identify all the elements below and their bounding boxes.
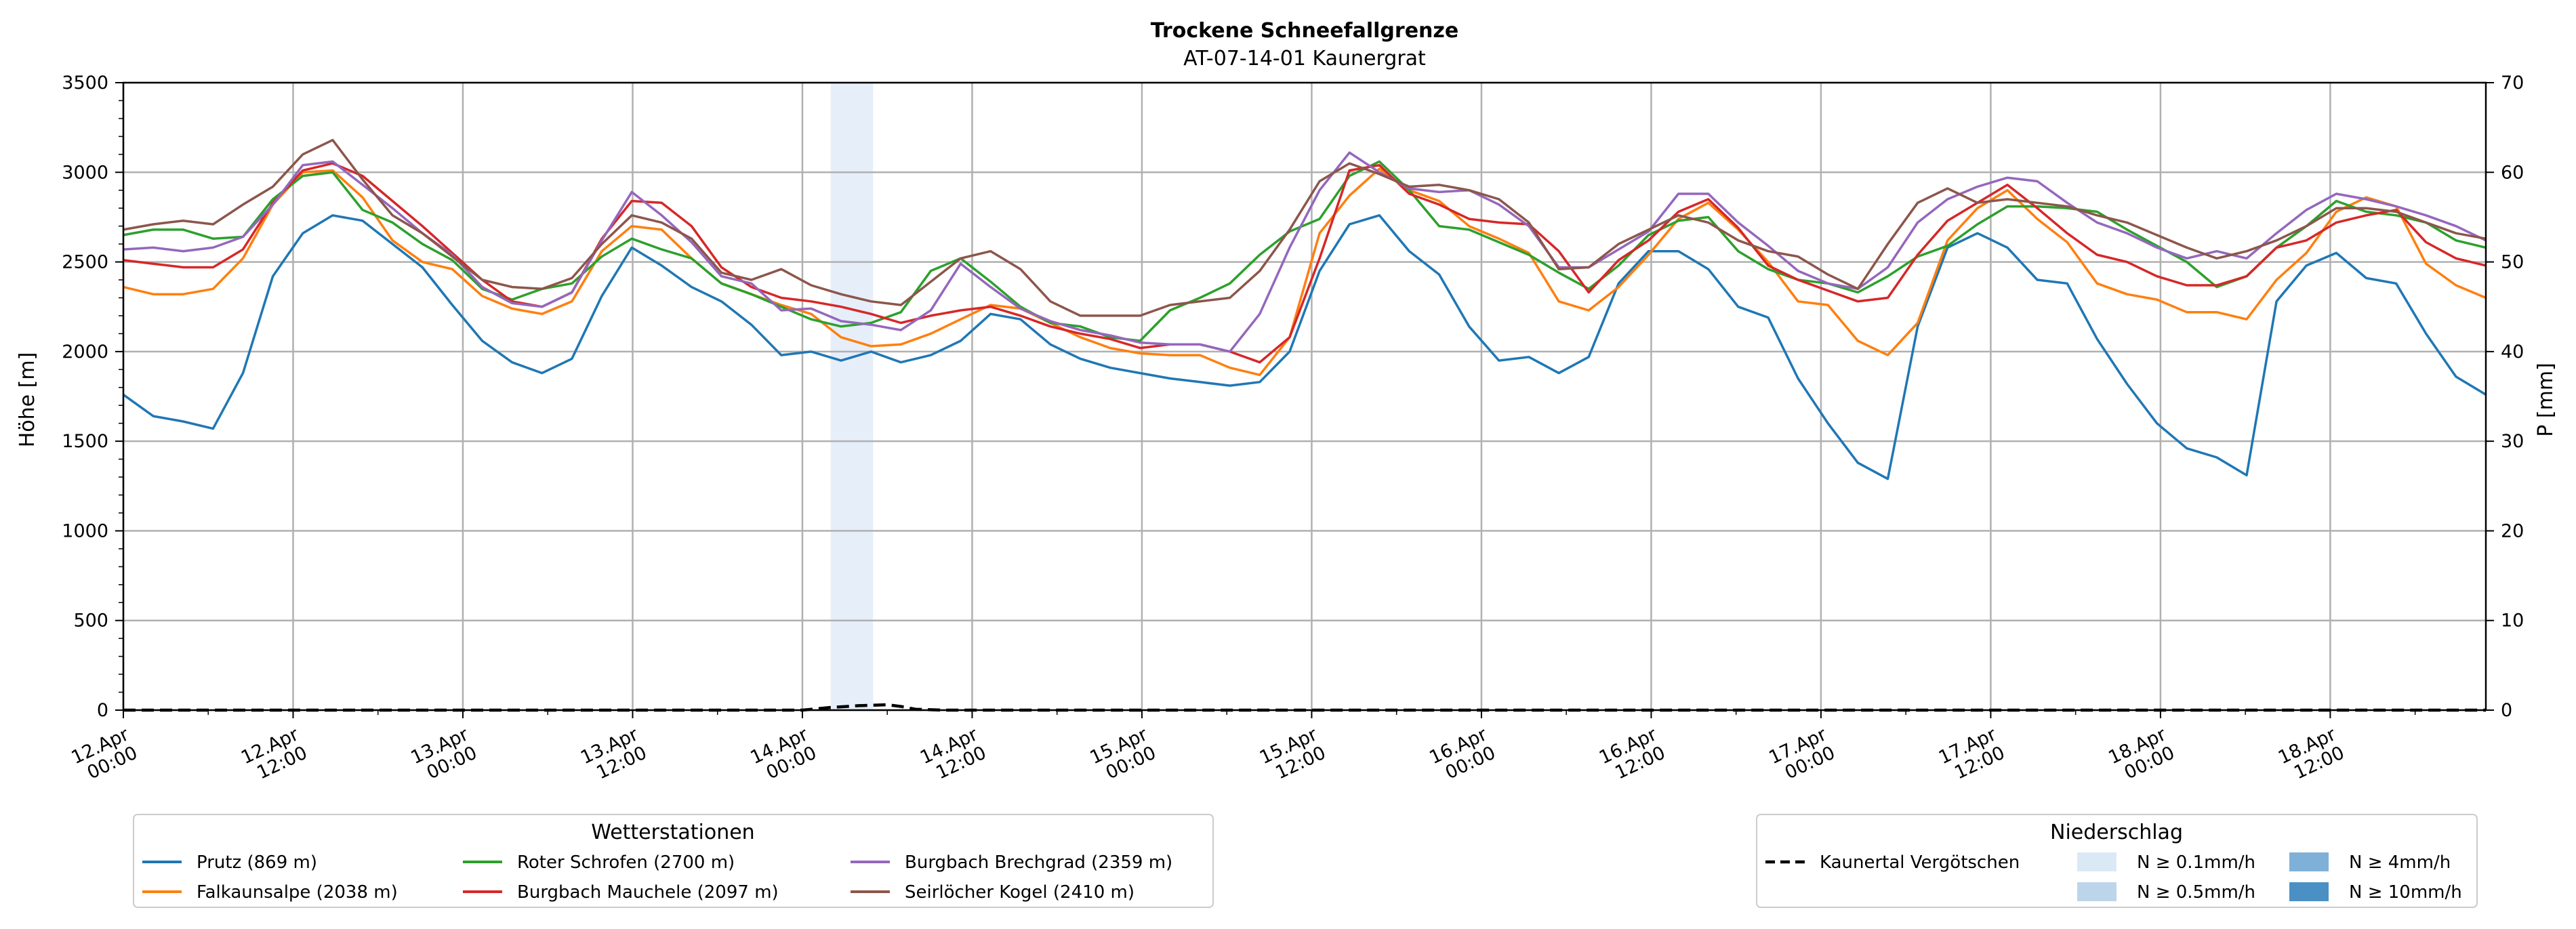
y-tick-label-right: 30 bbox=[2501, 431, 2524, 452]
legend-precip-swatch-1 bbox=[2077, 882, 2117, 901]
series-line-0 bbox=[122, 214, 2487, 480]
legend-precip-label-2: N ≥ 4mm/h bbox=[2349, 852, 2451, 873]
y-tick-label: 1000 bbox=[62, 520, 108, 541]
series-line-2 bbox=[123, 160, 2487, 342]
y-tick-label: 3000 bbox=[62, 162, 108, 183]
legend-label-3: Burgbach Mauchele (2097 m) bbox=[517, 882, 779, 903]
legend-precip-label-3: N ≥ 10mm/h bbox=[2349, 882, 2462, 903]
shaded-interval-0 bbox=[830, 83, 874, 710]
legend-label-2: Roter Schrofen (2700 m) bbox=[517, 852, 735, 873]
series-line-4 bbox=[123, 151, 2487, 353]
series-line-1 bbox=[123, 167, 2487, 377]
y-tick-label-right: 20 bbox=[2501, 520, 2524, 541]
shaded-intervals bbox=[830, 83, 874, 710]
y-tick-label-right: 10 bbox=[2501, 611, 2524, 632]
x-tick-label: 12.Apr12:00 bbox=[238, 724, 311, 787]
y-axis-label: Höhe [m] bbox=[16, 352, 39, 448]
y-tick-label: 1500 bbox=[62, 431, 108, 452]
legend-stations-box bbox=[133, 814, 1214, 908]
legend-precipitation: Niederschlag Kaunertal Vergötschen N ≥ 0.1… bbox=[1756, 814, 2478, 908]
plot-frame bbox=[122, 81, 2487, 711]
y-tick-label-right: 40 bbox=[2501, 342, 2524, 363]
y-tick-label-right: 60 bbox=[2501, 162, 2524, 183]
chart-title: Trockene Schneefallgrenze bbox=[1151, 19, 1458, 43]
legend-precip-line-label: Kaunertal Vergötschen bbox=[1820, 852, 2020, 873]
x-tick-label: 16.Apr12:00 bbox=[1596, 724, 1669, 787]
x-tick-label: 18.Apr12:00 bbox=[2275, 724, 2348, 787]
x-tick-label: 15.Apr12:00 bbox=[1256, 724, 1330, 787]
y-tick-label-right: 50 bbox=[2501, 252, 2524, 273]
x-tick-label: 14.Apr00:00 bbox=[748, 724, 821, 787]
legend-precip-title: Niederschlag bbox=[2050, 821, 2183, 844]
legend-stations: Wetterstationen Prutz (869 m) Falkaunsalpe… bbox=[133, 814, 1214, 908]
y-tick-label: 2500 bbox=[62, 252, 108, 273]
axes: 0 500 1000 1500 2000 2500 3000 3500 0 10 20 30 40 50 6… bbox=[62, 73, 2524, 787]
legend-precip-swatch-2 bbox=[2289, 852, 2329, 871]
y-tick-label: 0 bbox=[97, 700, 108, 721]
y-tick-label: 2000 bbox=[62, 342, 108, 363]
y-tick-label-right: 70 bbox=[2501, 73, 2524, 94]
x-tick-label: 17.Apr00:00 bbox=[1766, 724, 1839, 787]
legend-precip-swatch-0 bbox=[2077, 852, 2117, 871]
x-tick-label: 13.Apr00:00 bbox=[408, 724, 481, 787]
x-tick-label: 14.Apr12:00 bbox=[917, 724, 990, 787]
legend-label-4: Burgbach Brechgrad (2359 m) bbox=[905, 852, 1172, 873]
legend-precip-label-1: N ≥ 0.5mm/h bbox=[2137, 882, 2255, 903]
x-tick-label: 15.Apr00:00 bbox=[1087, 724, 1160, 787]
series-lines bbox=[122, 138, 2487, 712]
series-line-3 bbox=[123, 162, 2487, 364]
x-tick-label: 13.Apr12:00 bbox=[577, 724, 651, 787]
x-tick-label: 18.Apr00:00 bbox=[2105, 724, 2178, 787]
legend-label-0: Prutz (869 m) bbox=[197, 852, 317, 873]
legend-precip-swatch-3 bbox=[2289, 882, 2329, 901]
grid bbox=[122, 81, 2486, 711]
x-tick-label: 12.Apr00:00 bbox=[68, 724, 142, 787]
y-tick-label-right: 0 bbox=[2501, 700, 2512, 721]
y-axis-label-right: P [mm] bbox=[2534, 363, 2558, 436]
series-line-5 bbox=[123, 138, 2487, 317]
x-tick-label: 17.Apr12:00 bbox=[1936, 724, 2009, 787]
y-tick-label: 500 bbox=[73, 611, 108, 632]
chart-subtitle: AT-07-14-01 Kaunergrat bbox=[1183, 47, 1426, 70]
legend-precip-label-0: N ≥ 0.1mm/h bbox=[2137, 852, 2255, 873]
legend-label-1: Falkaunsalpe (2038 m) bbox=[197, 882, 398, 903]
legend-label-5: Seirlöcher Kogel (2410 m) bbox=[905, 882, 1134, 903]
x-tick-label: 16.Apr00:00 bbox=[1427, 724, 1500, 787]
y-tick-label: 3500 bbox=[62, 73, 108, 94]
legend-stations-title: Wetterstationen bbox=[591, 821, 754, 844]
